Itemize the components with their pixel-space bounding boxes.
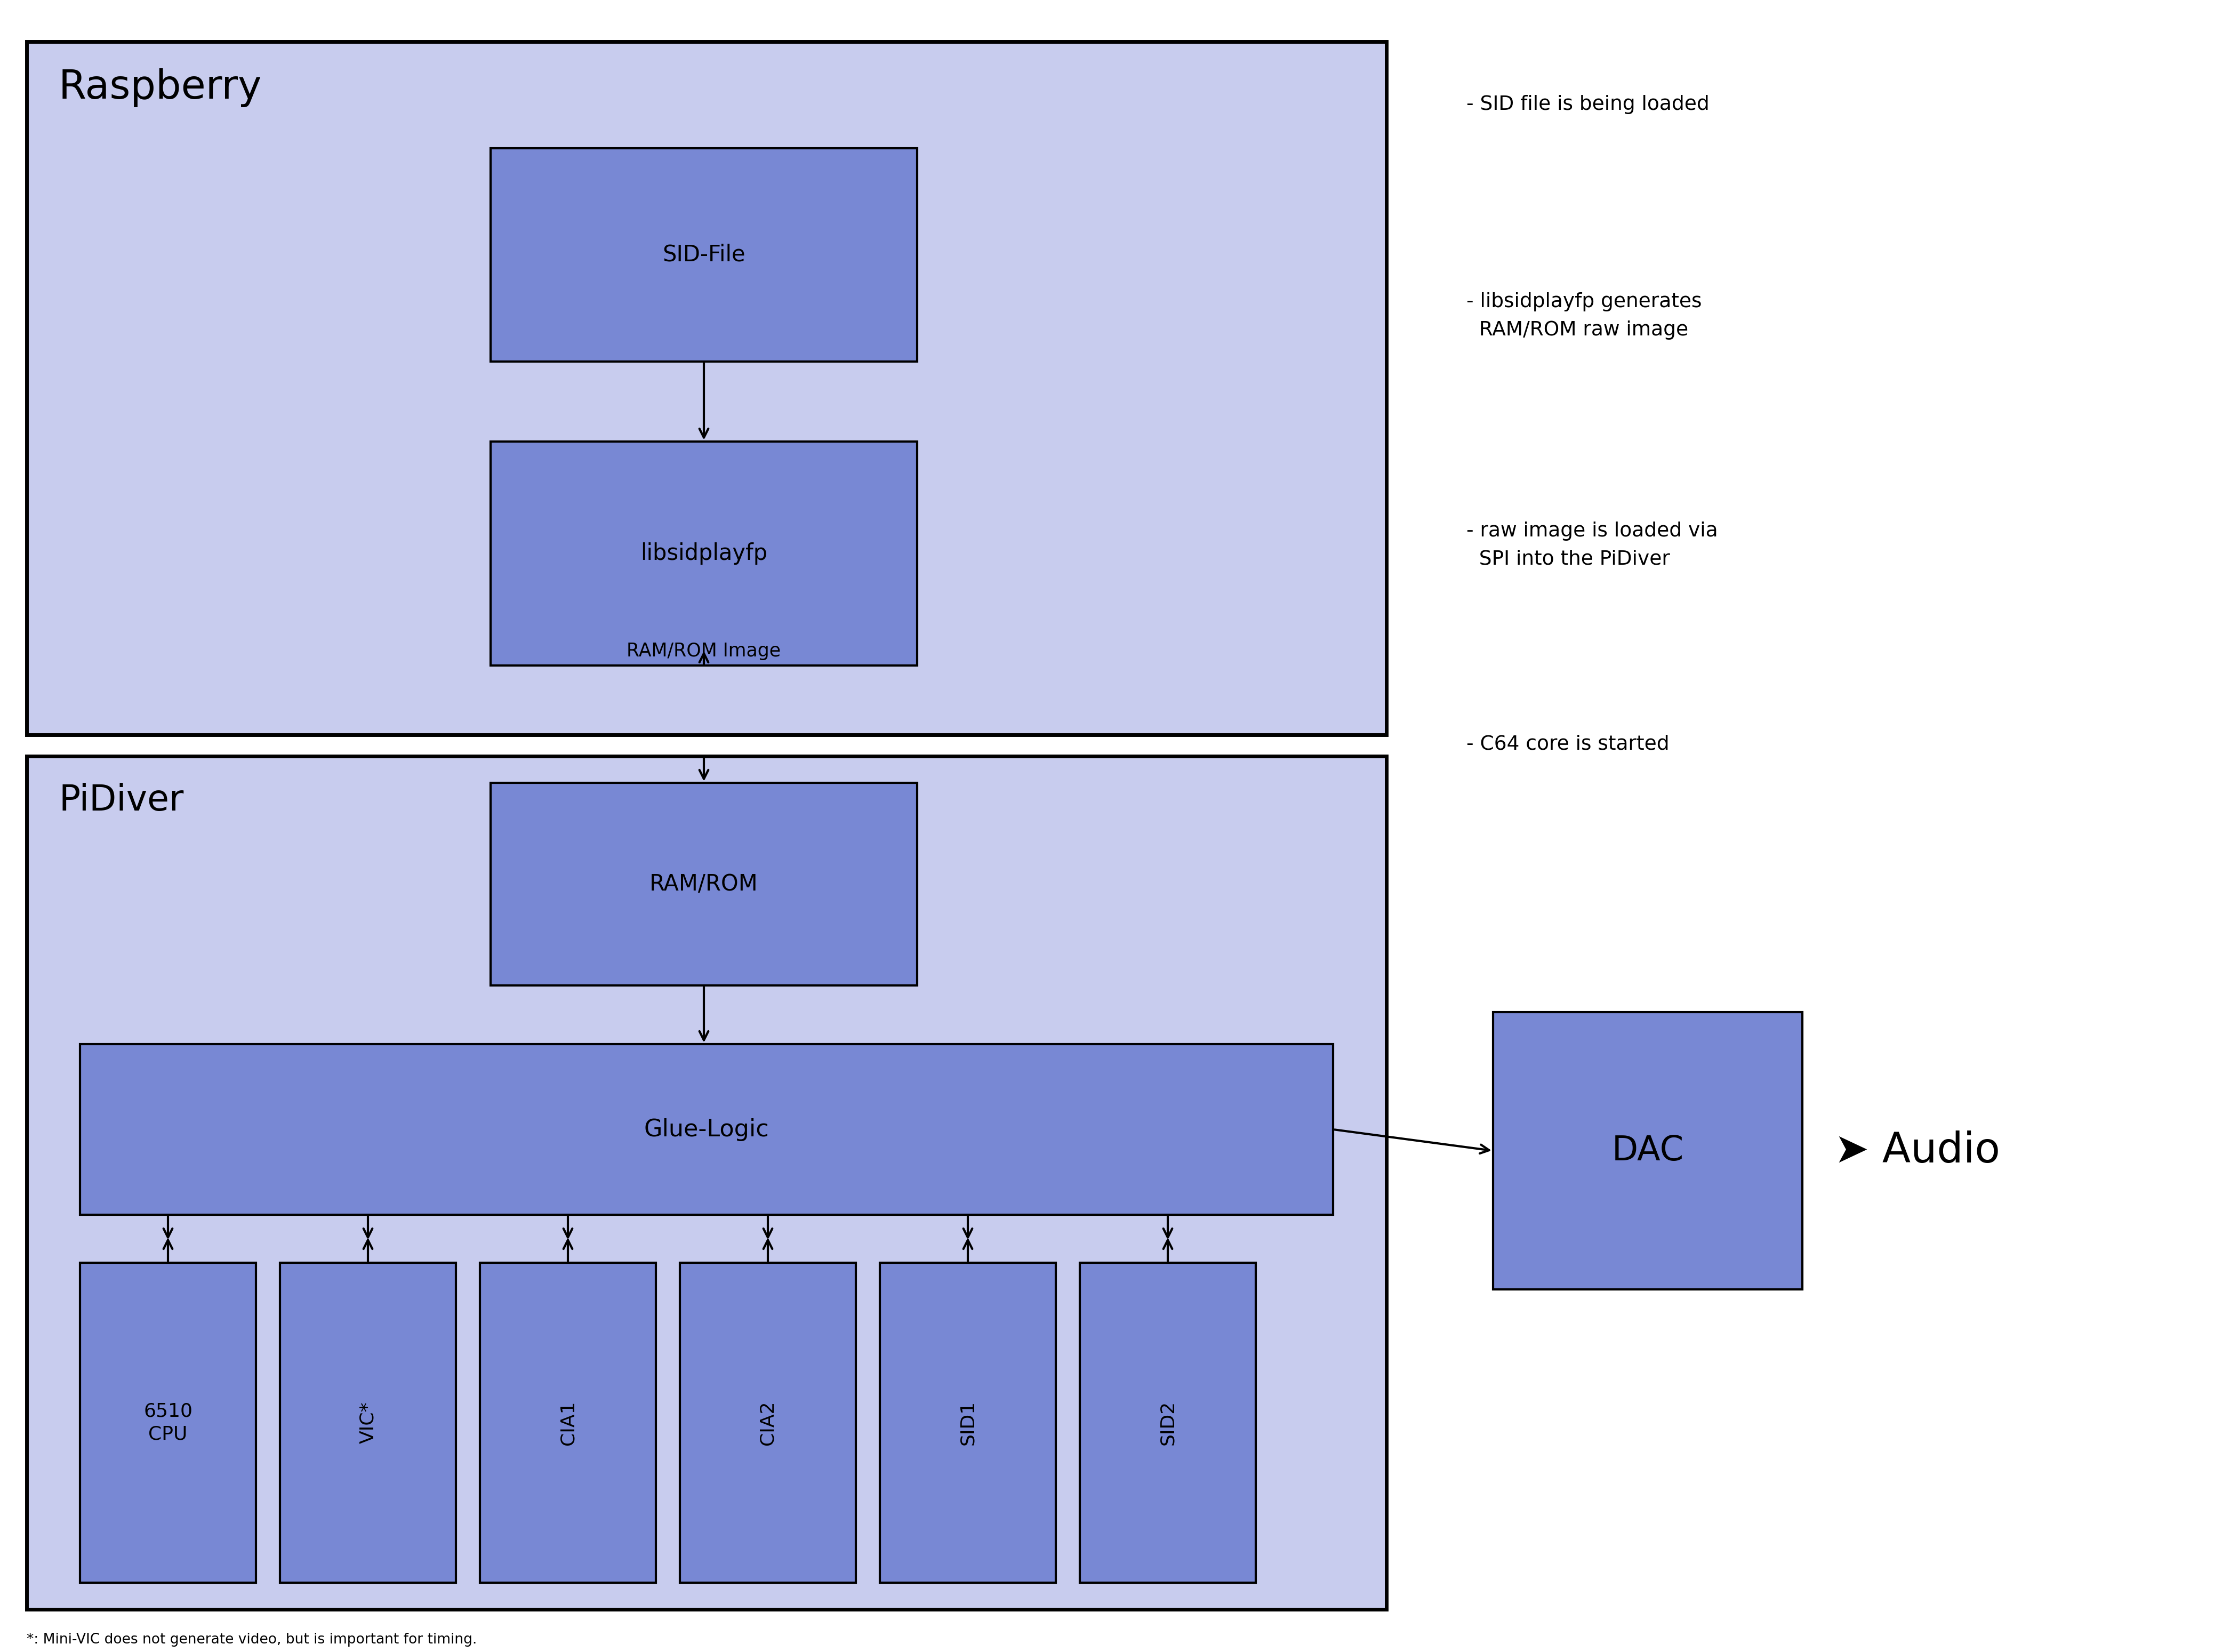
Text: SID-File: SID-File xyxy=(662,244,745,266)
FancyBboxPatch shape xyxy=(27,41,1387,735)
FancyBboxPatch shape xyxy=(680,1262,856,1583)
FancyBboxPatch shape xyxy=(80,1044,1334,1214)
Text: RAM/ROM Image: RAM/ROM Image xyxy=(627,643,780,661)
Text: ➤ Audio: ➤ Audio xyxy=(1835,1130,2000,1171)
Text: CIA2: CIA2 xyxy=(758,1401,776,1446)
Text: SID2: SID2 xyxy=(1160,1401,1177,1446)
Text: Glue-Logic: Glue-Logic xyxy=(644,1118,769,1142)
Text: RAM/ROM: RAM/ROM xyxy=(649,872,758,895)
FancyBboxPatch shape xyxy=(881,1262,1055,1583)
FancyBboxPatch shape xyxy=(80,1262,256,1583)
Text: Raspberry: Raspberry xyxy=(58,68,263,107)
Text: 6510
CPU: 6510 CPU xyxy=(143,1403,192,1442)
Text: *: Mini-VIC does not generate video, but is important for timing.: *: Mini-VIC does not generate video, but… xyxy=(27,1632,477,1647)
FancyBboxPatch shape xyxy=(27,757,1387,1609)
Text: - C64 core is started: - C64 core is started xyxy=(1467,735,1670,753)
FancyBboxPatch shape xyxy=(479,1262,656,1583)
Text: - libsidplayfp generates
  RAM/ROM raw image: - libsidplayfp generates RAM/ROM raw ima… xyxy=(1467,292,1701,340)
Text: CIA1: CIA1 xyxy=(560,1401,578,1446)
Text: - SID file is being loaded: - SID file is being loaded xyxy=(1467,94,1710,114)
Text: libsidplayfp: libsidplayfp xyxy=(640,542,767,565)
FancyBboxPatch shape xyxy=(491,149,917,362)
FancyBboxPatch shape xyxy=(1494,1013,1802,1290)
Text: SID1: SID1 xyxy=(959,1401,977,1446)
FancyBboxPatch shape xyxy=(491,783,917,986)
Text: PiDiver: PiDiver xyxy=(58,783,183,818)
Text: DAC: DAC xyxy=(1612,1135,1684,1168)
FancyBboxPatch shape xyxy=(1079,1262,1255,1583)
FancyBboxPatch shape xyxy=(281,1262,455,1583)
Text: - raw image is loaded via
  SPI into the PiDiver: - raw image is loaded via SPI into the P… xyxy=(1467,522,1717,568)
Text: VIC*: VIC* xyxy=(359,1403,377,1444)
FancyBboxPatch shape xyxy=(491,441,917,666)
